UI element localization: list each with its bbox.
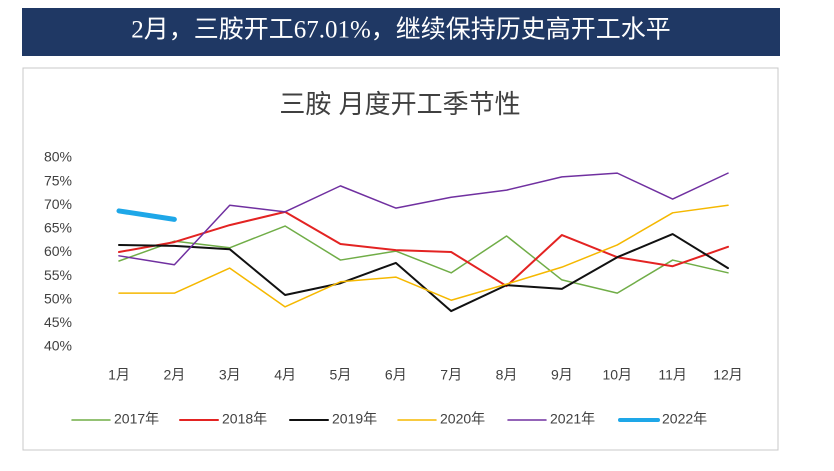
x-tick-label: 2月	[163, 367, 185, 383]
header-banner	[22, 8, 780, 56]
x-tick-label: 8月	[496, 367, 518, 383]
chart-frame	[22, 67, 779, 451]
header-title: 2月，三胺开工67.01%，继续保持历史高开工水平	[131, 16, 671, 44]
y-tick-label: 45%	[44, 314, 72, 330]
y-tick-label: 55%	[44, 267, 72, 283]
x-tick-label: 1月	[108, 367, 130, 383]
legend-label: 2018年	[222, 411, 267, 427]
x-tick-label: 7月	[440, 367, 462, 383]
x-tick-label: 3月	[219, 367, 241, 383]
y-tick-label: 75%	[44, 172, 72, 188]
y-tick-label: 70%	[44, 196, 72, 212]
x-tick-label: 9月	[551, 367, 573, 383]
x-tick-label: 11月	[658, 367, 687, 383]
legend-label: 2022年	[662, 411, 707, 427]
y-tick-label: 80%	[44, 149, 72, 165]
x-tick-label: 4月	[274, 367, 296, 383]
series-line	[118, 172, 729, 266]
series-line	[118, 204, 729, 308]
series-line	[118, 225, 729, 294]
x-tick-label: 10月	[602, 367, 632, 383]
x-tick-label: 5月	[330, 367, 352, 383]
series-line	[118, 233, 729, 313]
legend-label: 2017年	[114, 411, 159, 427]
legend-label: 2020年	[440, 411, 485, 427]
x-tick-label: 12月	[713, 367, 743, 383]
y-tick-label: 40%	[44, 338, 72, 354]
y-tick-label: 50%	[44, 290, 72, 306]
legend-label: 2021年	[550, 411, 595, 427]
y-tick-label: 65%	[44, 220, 72, 236]
series-line	[118, 210, 729, 288]
series-line	[116, 208, 177, 222]
legend-label: 2019年	[332, 411, 377, 427]
chart-title: 三胺 月度开工季节性	[279, 89, 520, 119]
y-tick-label: 60%	[44, 243, 72, 259]
x-tick-label: 6月	[385, 367, 407, 383]
